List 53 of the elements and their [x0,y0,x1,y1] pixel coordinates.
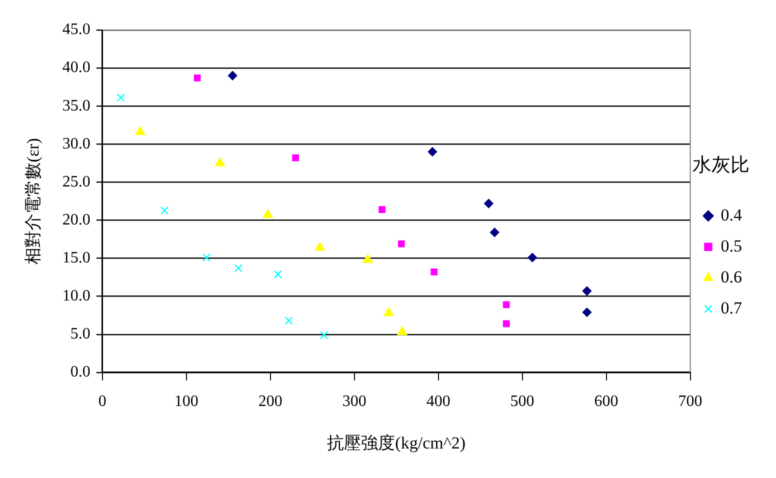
point [292,154,299,162]
point [320,330,328,340]
x-tick-label: 600 [594,393,618,410]
y-tick-label: 45.0 [62,21,90,38]
point [116,94,126,102]
legend-label: 0.7 [720,298,742,318]
x-axis-title: 抗壓強度(kg/cm^2) [327,433,466,452]
point [502,320,510,328]
legend-label: 0.4 [720,205,742,224]
point [398,240,405,248]
legend-label: 0.5 [720,236,742,256]
point [215,158,225,166]
point [228,71,238,80]
legend-title: 水灰比 [692,155,750,176]
x-tick-label: 500 [510,393,534,410]
point [582,308,592,317]
point [284,316,293,325]
x-tick-label: 200 [258,393,282,410]
x-tick-label: 300 [342,393,366,410]
point [362,254,373,263]
point [314,242,325,251]
y-tick-label: 40.0 [62,59,90,76]
point [378,206,386,213]
point [490,228,500,237]
y-tick-label: 25.0 [62,173,90,190]
y-tick-label: 5.0 [70,326,90,343]
x-tick-label: 100 [174,393,198,410]
point [202,253,211,262]
y-tick-label: 30.0 [62,135,90,152]
point [274,270,282,278]
point [428,147,438,156]
y-tick-label: 20.0 [62,211,90,228]
point [484,198,494,208]
point [430,268,438,276]
x-tick-label: 700 [678,393,702,410]
y-tick-label: 10.0 [62,288,90,305]
y-tick-label: 15.0 [62,249,90,266]
point [502,301,510,308]
point [194,74,201,82]
point [135,126,146,136]
point [234,264,243,272]
x-tick-label: 400 [426,393,450,410]
point [262,209,273,218]
y-tick-label: 35.0 [62,97,90,114]
legend-label: 0.6 [720,267,742,286]
point [160,206,169,214]
point [528,252,537,262]
point [582,286,592,296]
point [384,307,394,316]
point [397,326,408,336]
y-tick-label: 0.0 [70,364,90,381]
y-axis-title: 相對介電常數(εr) [24,138,43,264]
x-tick-label: 0 [98,393,106,410]
